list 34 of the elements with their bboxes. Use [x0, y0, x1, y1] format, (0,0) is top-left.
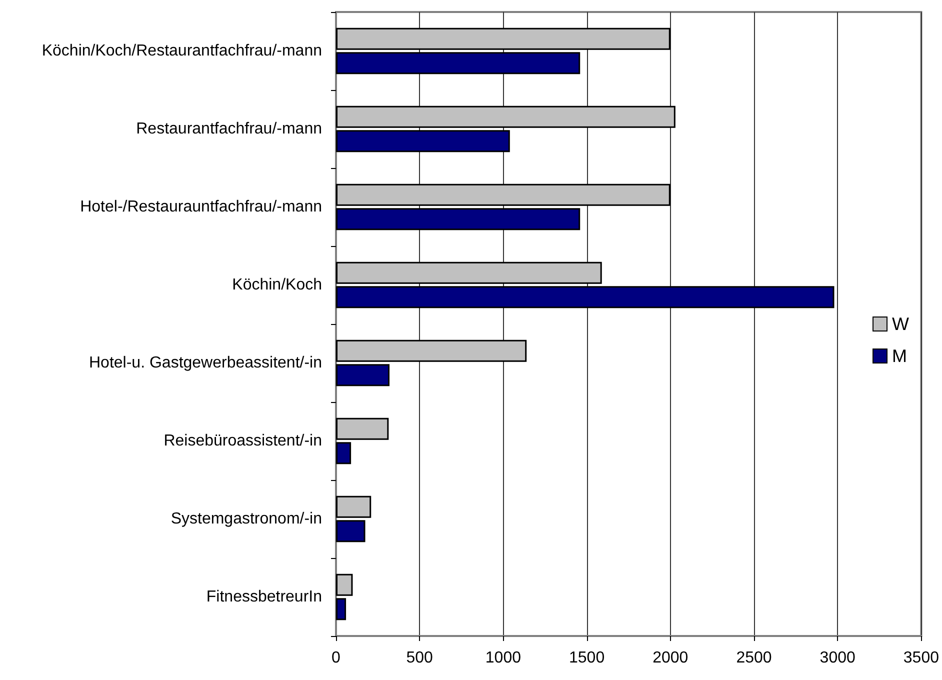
bar	[336, 208, 580, 230]
bar	[336, 364, 390, 386]
x-tick-label: 1500	[569, 650, 605, 666]
x-tick-label: 3000	[820, 650, 856, 666]
bar	[336, 574, 353, 596]
y-tick-label: Köchin/Koch/Restaurantfachfrau/-mann	[42, 42, 322, 60]
bar	[336, 130, 510, 152]
x-tick-label: 2500	[736, 650, 772, 666]
y-tick-label: Hotel-/Restaurauntfachfrau/-mann	[80, 198, 322, 216]
x-tick-label: 0	[332, 650, 341, 666]
bar	[336, 28, 670, 50]
bar	[336, 442, 352, 464]
bar	[336, 496, 372, 518]
x-tick-label: 1000	[485, 650, 522, 666]
x-tick-label: 500	[406, 650, 434, 666]
bar	[336, 598, 346, 620]
y-tick-label: Restaurantfachfrau/-mann	[136, 120, 322, 138]
y-tick-label: FitnessbetreurIn	[206, 588, 322, 606]
bar	[336, 418, 389, 440]
y-tick-label: Reisebüroassistent/-in	[164, 432, 322, 450]
y-tick-label: Systemgastronom/-in	[170, 510, 322, 528]
legend-label: W	[892, 314, 910, 334]
x-tick-label: 2000	[652, 650, 688, 666]
y-tick-label: Hotel-u. Gastgewerbeassitent/-in	[89, 354, 322, 372]
bar	[336, 106, 676, 128]
bar	[336, 52, 580, 74]
bar	[336, 262, 602, 284]
y-tick-label: Köchin/Koch	[232, 276, 322, 294]
x-tick-label: 3500	[903, 650, 940, 666]
bar	[336, 286, 834, 308]
bar	[336, 184, 670, 206]
bar	[336, 520, 366, 542]
legend-label: M	[892, 346, 908, 366]
bar	[336, 340, 527, 362]
